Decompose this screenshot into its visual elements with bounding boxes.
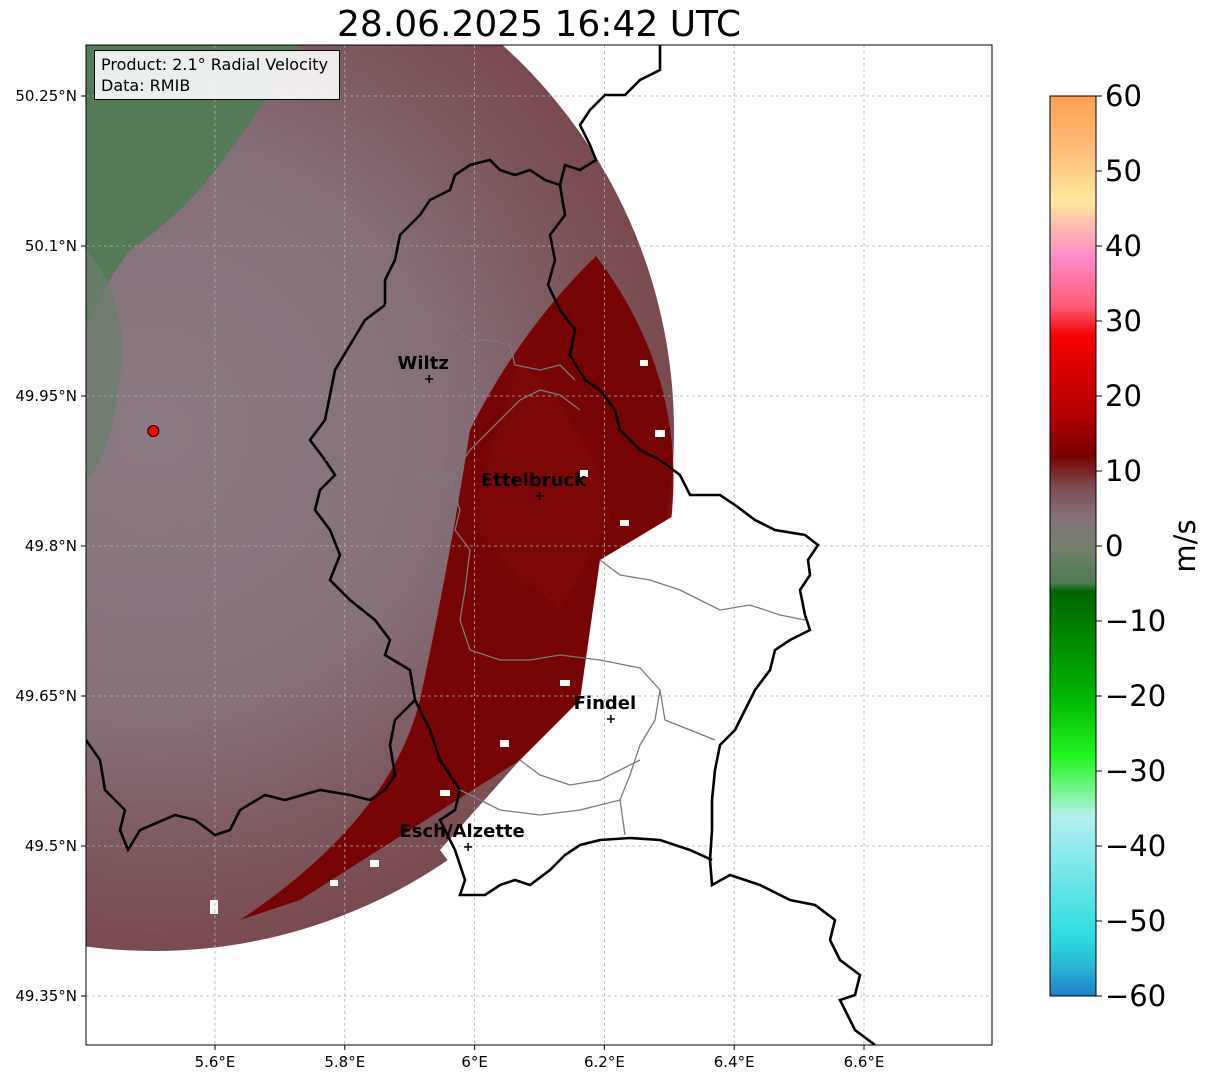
colorbar-tick-label: 0: [1105, 529, 1123, 563]
lat-tick-label: 49.35°N: [15, 987, 77, 1005]
colorbar-tick-label: 40: [1105, 229, 1142, 263]
colorbar-tick-label: −60: [1105, 979, 1166, 1013]
colorbar-tick-label: 20: [1105, 379, 1142, 413]
colorbar-tick-labels: 60 50 40 30 20 10 0 −10 −20 −30 −40 −50 −60: [1096, 79, 1166, 1013]
lat-tick-label: 49.8°N: [25, 537, 77, 555]
city-marker: [425, 375, 434, 383]
product-info-box: Product: 2.1° Radial Velocity Data: RMIB: [94, 50, 340, 100]
inbound-velocity-fringe: [86, 250, 122, 480]
lon-tick-label: 6.6°E: [844, 1053, 885, 1071]
no-data-region: [440, 500, 810, 890]
city-label: Wiltz: [398, 353, 449, 374]
inbound-velocity-region: [86, 45, 300, 330]
lon-tick-label: 6.4°E: [714, 1053, 755, 1071]
radar-site-marker[interactable]: [147, 425, 160, 437]
colorbar-tick-label: 50: [1105, 154, 1142, 188]
colorbar-tick-label: 60: [1105, 79, 1142, 113]
city-marker: [606, 715, 615, 723]
city-label: Esch/Alzette: [399, 821, 524, 842]
country-border-west: [86, 45, 662, 853]
lat-tick-label: 49.5°N: [25, 837, 77, 855]
colorbar-tick-label: −40: [1105, 829, 1166, 863]
outbound-velocity-core: [470, 360, 610, 610]
colorbar-tick-label: 30: [1105, 304, 1142, 338]
lat-tick-label: 50.1°N: [25, 237, 77, 255]
city-markers: Wiltz Ettelbruck Findel Esch/Alzette: [398, 353, 637, 851]
product-label: Product: 2.1° Radial Velocity: [101, 55, 329, 74]
lon-tick-label: 5.6°E: [195, 1053, 236, 1071]
colorbar-tick-label: −10: [1105, 604, 1166, 638]
canton-boundaries: [324, 304, 806, 836]
lat-tick-label: 50.25°N: [15, 87, 77, 105]
longitude-tick-labels: 5.6°E 5.8°E 6°E 6.2°E 6.4°E 6.6°E: [195, 1045, 885, 1071]
lon-tick-label: 6.2°E: [584, 1053, 625, 1071]
lat-tick-label: 49.65°N: [15, 687, 77, 705]
map-frame: [85, 44, 993, 1046]
city-marker: [464, 843, 473, 851]
colorbar-tick-label: −20: [1105, 679, 1166, 713]
colorbar-unit-label: m/s: [1168, 519, 1202, 572]
country-border-east: [546, 184, 876, 1045]
data-source-label: Data: RMIB: [101, 76, 191, 95]
lon-tick-label: 5.8°E: [324, 1053, 365, 1071]
colorbar-tick-label: −50: [1105, 904, 1166, 938]
city-label: Findel: [574, 693, 637, 714]
colorbar-tick-label: −30: [1105, 754, 1166, 788]
country-border-south: [413, 699, 713, 897]
map-area: Wiltz Ettelbruck Findel Esch/Alzette: [86, 45, 992, 1045]
colorbar-tick-label: 10: [1105, 454, 1142, 488]
latitude-tick-labels: 50.25°N 50.1°N 49.95°N 49.8°N 49.65°N 49.5°N 4…: [15, 87, 86, 1005]
map-title: 28.06.2025 16:42 UTC: [336, 4, 742, 45]
map-gridlines: [86, 45, 992, 1045]
lat-tick-label: 49.95°N: [15, 387, 77, 405]
colorbar: [1049, 95, 1097, 997]
lon-tick-label: 6°E: [461, 1053, 488, 1071]
city-marker: [535, 492, 544, 500]
city-label: Ettelbruck: [481, 470, 587, 491]
